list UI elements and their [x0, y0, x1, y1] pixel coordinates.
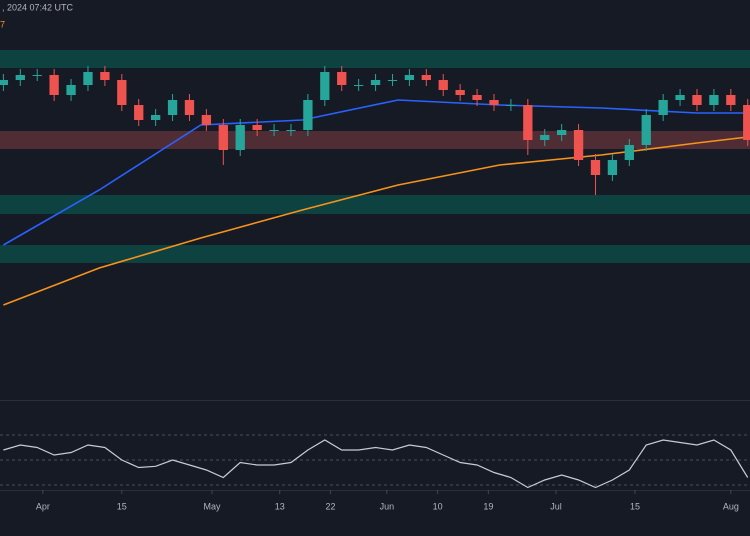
- candle-body: [134, 105, 144, 120]
- x-tick-label: Apr: [36, 501, 50, 511]
- candle-body: [303, 100, 313, 130]
- x-tick-label: 10: [433, 501, 443, 511]
- candle-body: [150, 115, 161, 120]
- candle-body: [269, 130, 279, 131]
- candle-body: [201, 115, 212, 125]
- indicator-label: 7: [0, 19, 5, 29]
- candle-body: [32, 75, 42, 76]
- candle-body: [692, 95, 702, 105]
- candle-body: [218, 125, 228, 150]
- rsi-line: [3, 439, 749, 489]
- zone: [0, 131, 750, 149]
- candle-body: [167, 100, 178, 115]
- candle-body: [15, 75, 25, 80]
- candle-body: [523, 105, 533, 140]
- candle-body: [624, 145, 634, 160]
- candle-body: [100, 72, 110, 80]
- x-tick-label: 19: [483, 501, 493, 511]
- x-tick-label: May: [204, 501, 222, 511]
- candle-body: [404, 75, 415, 80]
- candle-body: [337, 72, 347, 85]
- candle-body: [387, 80, 398, 81]
- candle-body: [117, 80, 127, 105]
- x-tick-label: 13: [275, 501, 285, 511]
- candle-body: [252, 125, 262, 130]
- candle-body: [540, 135, 550, 140]
- candle-body: [675, 95, 685, 100]
- candle-body: [320, 72, 330, 100]
- candle-body: [66, 85, 76, 95]
- candle-body: [557, 130, 567, 135]
- candle-body: [590, 160, 601, 175]
- candle-body: [353, 85, 364, 86]
- candle-body: [607, 160, 618, 175]
- zone: [0, 195, 750, 214]
- x-tick-label: 22: [325, 501, 335, 511]
- zone: [0, 245, 750, 263]
- moving-average: [3, 136, 748, 306]
- x-tick-label: 15: [630, 501, 640, 511]
- candle-body: [0, 80, 9, 85]
- candle-body: [743, 105, 750, 140]
- candle-body: [438, 80, 448, 90]
- candle-body: [49, 75, 59, 95]
- candle-body: [489, 100, 499, 105]
- candle-body: [455, 90, 465, 95]
- candle-body: [235, 125, 245, 150]
- candle-body: [726, 95, 736, 105]
- candle-body: [83, 72, 93, 85]
- candle-body: [658, 100, 668, 115]
- zone: [0, 50, 750, 68]
- header: , 2024 07:42 UTC: [2, 2, 74, 12]
- candle-body: [573, 130, 584, 160]
- candle-body: [370, 80, 381, 85]
- candle-body: [421, 75, 431, 80]
- x-tick-label: Jul: [550, 501, 562, 511]
- candle-body: [641, 115, 651, 145]
- x-tick-label: 15: [117, 501, 127, 511]
- x-tick-label: Aug: [723, 501, 739, 511]
- candle-body: [286, 130, 296, 131]
- candle-body: [472, 95, 482, 100]
- candle-body: [709, 95, 719, 105]
- candle-body: [506, 105, 516, 106]
- x-tick-label: Jun: [380, 501, 395, 511]
- candle-body: [184, 100, 195, 115]
